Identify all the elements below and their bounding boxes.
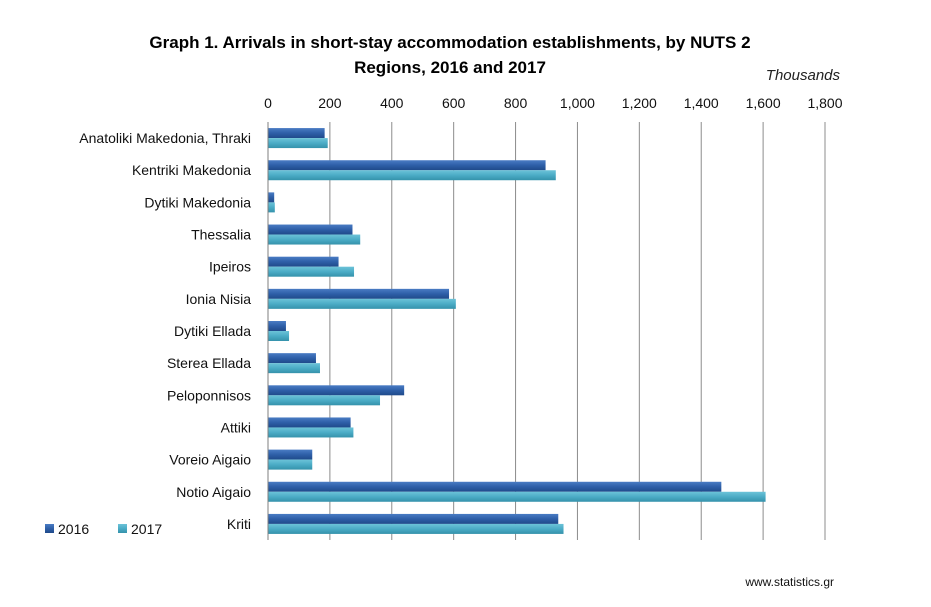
category-label: Kentriki Makedonia	[132, 162, 251, 178]
x-tick-label: 800	[504, 95, 528, 111]
bar-2017	[268, 427, 354, 438]
bar-2017	[268, 523, 564, 534]
bar-2017	[268, 202, 275, 213]
category-label: Sterea Ellada	[167, 355, 251, 371]
x-axis-tick-labels: 0 200 400 600 800 1,000 1,200 1,400 1,600 1,800	[264, 95, 843, 111]
source-label: www.statistics.gr	[744, 575, 834, 589]
category-label: Kriti	[227, 516, 251, 532]
x-tick-label: 400	[380, 95, 404, 111]
x-tick-label: 1,000	[560, 95, 595, 111]
bar-2016	[268, 481, 722, 492]
bar-2017	[268, 331, 290, 341]
bar-2016	[268, 256, 339, 267]
bar-2017	[268, 266, 355, 277]
bar-2017	[268, 363, 320, 374]
bar-2017	[268, 298, 456, 309]
legend-label-2017: 2017	[131, 521, 162, 537]
x-tick-label: 1,200	[622, 95, 657, 111]
bar-2016	[268, 417, 351, 428]
legend-swatch-2016	[45, 524, 54, 533]
legend: 2016 2017	[45, 521, 162, 537]
category-label: Dytiki Makedonia	[144, 194, 251, 210]
bar-2017	[268, 234, 361, 245]
x-tick-label: 1,800	[807, 95, 842, 111]
bar-2017	[268, 170, 556, 181]
x-tick-label: 1,600	[746, 95, 781, 111]
category-labels: Anatoliki Makedonia, Thraki Kentriki Make…	[79, 130, 251, 532]
category-label: Attiki	[221, 419, 251, 435]
x-tick-label: 0	[264, 95, 272, 111]
bar-2016	[268, 128, 325, 139]
legend-swatch-2017	[118, 524, 127, 533]
bar-2016	[268, 192, 275, 203]
category-label: Anatoliki Makedonia, Thraki	[79, 130, 251, 146]
category-label: Notio Aigaio	[176, 484, 251, 500]
bar-2016	[268, 449, 313, 460]
category-label: Voreio Aigaio	[169, 452, 251, 468]
x-tick-label: 200	[318, 95, 342, 111]
category-label: Ipeiros	[209, 259, 251, 275]
bar-2017	[268, 459, 313, 470]
legend-label-2016: 2016	[58, 521, 89, 537]
unit-label: Thousands	[766, 67, 841, 84]
category-label: Thessalia	[191, 227, 251, 243]
bar-2016	[268, 353, 316, 364]
bar-2016	[268, 288, 450, 299]
bar-2016	[268, 160, 546, 171]
bar-2016	[268, 385, 405, 396]
chart-title-line2: Regions, 2016 and 2017	[354, 58, 546, 77]
category-label: Dytiki Ellada	[174, 323, 251, 339]
x-tick-label: 1,400	[684, 95, 719, 111]
gridlines	[329, 122, 826, 540]
bar-2016	[268, 224, 353, 235]
bar-2016	[268, 513, 559, 524]
category-label: Ionia Nisia	[186, 291, 252, 307]
x-tick-label: 600	[442, 95, 466, 111]
bar-2017	[268, 138, 328, 149]
bar-2016	[268, 321, 286, 331]
bar-2017	[268, 395, 381, 406]
category-label: Peloponnisos	[167, 387, 251, 403]
bars	[268, 128, 766, 534]
chart-title-line1: Graph 1. Arrivals in short-stay accommod…	[149, 33, 750, 52]
bar-2017	[268, 491, 766, 502]
